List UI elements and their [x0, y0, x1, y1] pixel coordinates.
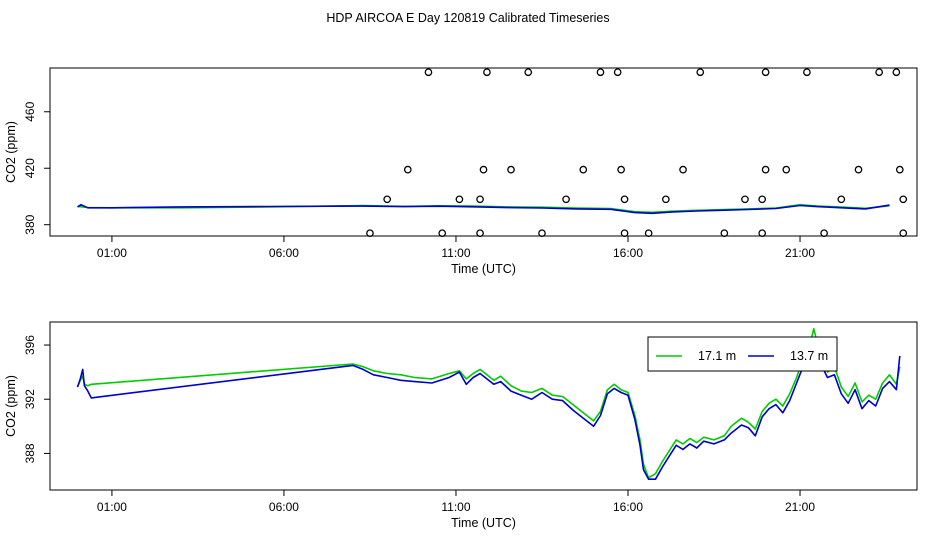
figure-title: HDP AIRCOA E Day 120819 Calibrated Times… [326, 11, 609, 25]
panel-2-y-tick-label: 388 [23, 443, 37, 463]
panel-1-marker-point [596, 68, 605, 77]
panel-2-x-axis-label: Time (UTC) [451, 516, 516, 530]
panel-1-marker-point [476, 195, 484, 204]
panel-1-marker-point [820, 229, 828, 238]
panel-1-marker-point [366, 229, 374, 238]
panel-1-marker-point [483, 68, 491, 77]
panel-1-marker-point [507, 165, 515, 174]
panel-1-marker-point [620, 195, 629, 204]
panel-2-legend-label: 17.1 m [698, 349, 736, 363]
panel-1-marker-point [383, 195, 392, 204]
panel-1-marker-point [803, 68, 811, 77]
panel-1-frame [49, 67, 918, 237]
panel-1-marker-point [661, 195, 670, 204]
panel-1-marker-point [854, 165, 863, 174]
panel-1-x-tick-label: 11:00 [441, 246, 470, 260]
panel-1-y-axis-label: CO2 (ppm) [4, 121, 18, 183]
panel-1-marker-point [696, 68, 705, 77]
panel-1-marker-point [438, 229, 447, 238]
panel-2-legend: 17.1 m 13.7 m [647, 336, 838, 372]
panel-2-y-axis-label: CO2 (ppm) [4, 375, 18, 437]
panel-1-marker-point [617, 165, 625, 174]
panel-2-x-tick-label: 16:00 [613, 500, 643, 514]
panel-2-x-tick-label: 01:00 [97, 500, 127, 514]
panel-1-marker-point [758, 229, 767, 238]
panel-1-marker-point [758, 195, 767, 204]
panel-2-x-tick-label: 11:00 [441, 500, 470, 514]
panel-2-frame [49, 321, 918, 491]
panel-2-legend-box [647, 336, 838, 372]
panel-1-plot: 01:00 06:00 11:00 16:00 21:00 380 420 460 Time (… [4, 67, 918, 276]
panel-1-x-tick-label: 06:00 [269, 246, 299, 260]
panel-1-x-tick-label: 01:00 [97, 246, 127, 260]
panel-1-marker-point [679, 165, 687, 174]
panel-1-marker-point [424, 68, 433, 77]
panel-1-marker-point [782, 165, 791, 174]
panel-2-y-tick-label: 392 [23, 389, 37, 409]
panel-1-marker-point [741, 195, 749, 204]
panel-1-marker-point [620, 229, 629, 238]
panel-1-x-tick-label: 16:00 [613, 246, 643, 260]
panel-2-y-tick-label: 396 [23, 335, 37, 355]
panel-1-marker-point [895, 165, 904, 174]
panel-1-marker-point [720, 229, 729, 238]
panel-1-marker-point [613, 68, 622, 77]
panel-1-y-tick-label: 460 [23, 101, 37, 121]
panel-1-marker-point [899, 229, 908, 238]
panel-1-marker-point [455, 195, 464, 204]
panel-1-marker-point [899, 195, 908, 204]
panel-1-marker-point [644, 229, 653, 238]
panel-1-marker-point [479, 165, 488, 174]
panel-1-marker-point [579, 165, 588, 174]
panel-1-marker-point [875, 68, 884, 77]
panel-1-y-tick-label: 420 [23, 158, 37, 178]
panel-1-marker-point [761, 165, 770, 174]
panel-1-marker-point [761, 68, 770, 77]
panel-1-x-axis-label: Time (UTC) [451, 262, 516, 276]
panel-1-marker-point [892, 68, 901, 77]
panel-1-marker-point [403, 165, 412, 174]
panel-1-y-tick-label: 380 [23, 214, 37, 234]
panel-1-marker-point [538, 229, 546, 238]
panel-1-marker-point [476, 229, 484, 238]
panel-2-legend-label: 13.7 m [790, 349, 828, 363]
panel-1-marker-point [524, 68, 533, 77]
panel-1-x-tick-label: 21:00 [785, 246, 815, 260]
panel-2-plot: 01:00 06:00 11:00 16:00 21:00 388 392 396 Time (… [4, 321, 918, 530]
panel-1-marker-point [562, 195, 570, 204]
panel-2-x-tick-label: 06:00 [269, 500, 299, 514]
panel-1-marker-point [837, 195, 846, 204]
panel-1-series-2-line [77, 203, 890, 215]
panel-2-x-tick-label: 21:00 [785, 500, 815, 514]
